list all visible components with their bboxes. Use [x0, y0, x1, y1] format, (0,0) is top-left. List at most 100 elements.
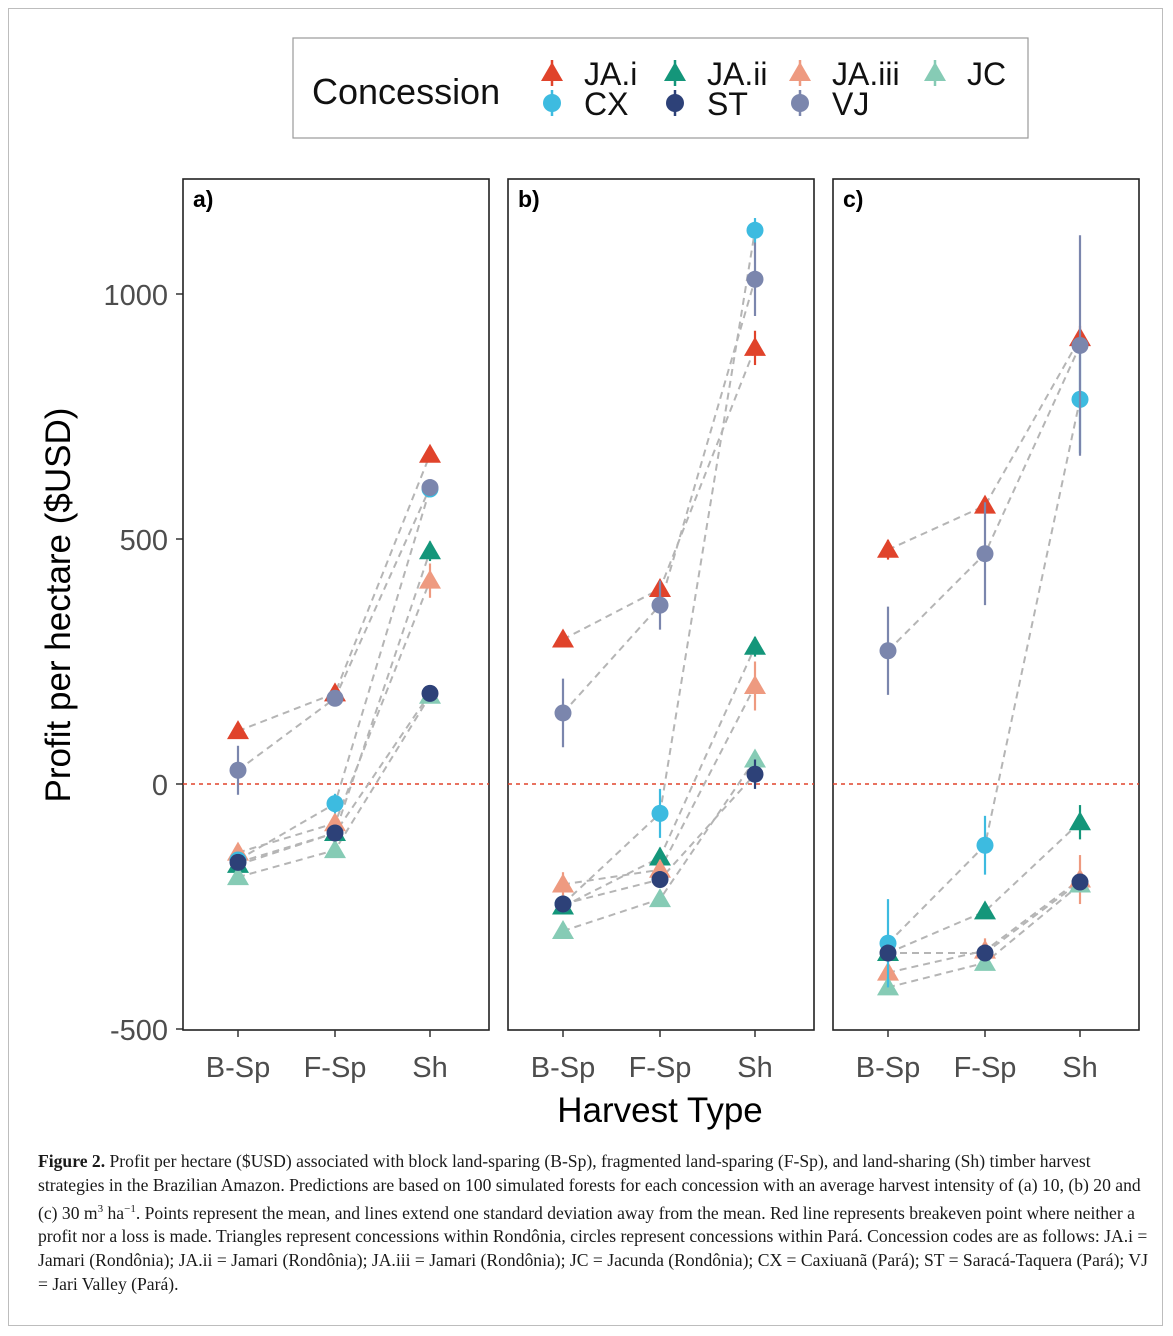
legend-item-ja-ii: JA.ii — [664, 56, 767, 92]
marker-vj-b-sp — [879, 642, 897, 660]
legend-circle-marker — [543, 94, 561, 112]
y-axis-title: Profit per hectare ($USD) — [39, 408, 78, 803]
legend-item-st: ST — [666, 86, 748, 122]
marker-st-f-sp — [976, 944, 994, 962]
marker-st-b-sp — [554, 895, 572, 913]
panel-label: c) — [843, 186, 863, 212]
marker-ja-i-b-sp — [552, 628, 574, 648]
x-tick-label: Sh — [737, 1052, 772, 1084]
marker-vj-f-sp — [651, 596, 669, 614]
legend-label: JA.iii — [832, 56, 900, 92]
marker-vj-f-sp — [326, 689, 344, 707]
x-tick-label: Sh — [412, 1052, 447, 1084]
panel-b: b) B-Sp F-Sp Sh — [507, 178, 815, 1084]
marker-vj-b-sp — [554, 704, 572, 722]
panel-border — [182, 178, 490, 1031]
marker-ja-ii-sh — [744, 635, 766, 655]
panel-label: b) — [518, 186, 540, 212]
legend-label: CX — [584, 86, 628, 122]
marker-jc-sh — [744, 748, 766, 768]
legend-item-cx: CX — [543, 86, 628, 122]
marker-cx-f-sp — [976, 836, 994, 854]
legend-triangle-marker — [789, 62, 811, 81]
marker-cx-f-sp — [651, 804, 669, 822]
y-tick-label: -500 — [110, 1015, 168, 1047]
marker-ja-ii-sh — [419, 540, 441, 560]
x-tick-label: F-Sp — [304, 1052, 367, 1084]
marker-vj-sh — [421, 479, 439, 497]
connector-line-ja-ii — [887, 821, 1081, 954]
panel-label: a) — [193, 186, 213, 212]
x-tick-label: B-Sp — [856, 1052, 920, 1084]
marker-ja-iii-b-sp — [552, 873, 574, 893]
legend-title: Concession — [312, 71, 500, 112]
marker-jc-b-sp — [227, 866, 249, 886]
legend: Concession JA.i JA.ii JA.iii JC CX ST VJ — [292, 37, 1029, 139]
marker-ja-iii-sh — [419, 569, 441, 589]
legend-circle-marker — [791, 94, 809, 112]
x-tick-label: Sh — [1062, 1052, 1097, 1084]
legend-label: JA.ii — [707, 56, 767, 92]
marker-vj-sh — [746, 270, 764, 288]
marker-ja-iii-f-sp — [324, 812, 346, 832]
marker-st-sh — [421, 684, 439, 702]
marker-ja-iii-sh — [744, 675, 766, 694]
y-tick-label: 0 — [152, 770, 168, 802]
marker-st-f-sp — [326, 824, 344, 842]
marker-jc-f-sp — [324, 839, 346, 859]
marker-cx-sh — [746, 221, 764, 239]
y-tick-label: 1000 — [103, 280, 168, 312]
chart: Concession JA.i JA.ii JA.iii JC CX ST VJ -500 0 5… — [39, 37, 1140, 1130]
marker-ja-ii-f-sp — [974, 900, 996, 920]
marker-jc-b-sp — [552, 920, 574, 939]
marker-vj-f-sp — [976, 545, 994, 563]
marker-jc-f-sp — [649, 888, 671, 908]
chart-panels: a) B-Sp F-Sp Sh b) B-Sp F-Sp Sh c) B-Sp F-Sp Sh — [182, 178, 1140, 1084]
caption-text: . Points represent the mean, and lines e… — [38, 1202, 1148, 1294]
marker-ja-iii-f-sp — [649, 858, 671, 878]
marker-ja-ii-f-sp — [649, 846, 671, 866]
x-tick-label: F-Sp — [629, 1052, 692, 1084]
legend-label: JC — [967, 56, 1006, 92]
legend-triangle-marker — [541, 62, 563, 81]
caption-superscript: 3 — [97, 1202, 104, 1215]
marker-cx-f-sp — [326, 795, 344, 813]
y-axis: -500 0 500 1000 — [103, 280, 183, 1047]
panel-a: a) B-Sp F-Sp Sh — [182, 178, 490, 1084]
x-axis-title: Harvest Type — [557, 1091, 763, 1130]
legend-item-ja-iii: JA.iii — [789, 56, 900, 92]
marker-ja-i-sh — [744, 336, 766, 356]
x-tick-label: B-Sp — [206, 1052, 270, 1084]
caption-text: Profit per hectare ($USD) associated wit… — [38, 1151, 1141, 1223]
caption-label: Figure 2. — [38, 1151, 106, 1171]
marker-vj-b-sp — [229, 761, 247, 779]
marker-ja-i-b-sp — [227, 720, 249, 740]
figure-caption: Figure 2. Profit per hectare ($USD) asso… — [38, 1150, 1148, 1297]
panel-c: c) B-Sp F-Sp Sh — [832, 178, 1140, 1084]
marker-st-b-sp — [879, 944, 897, 962]
marker-ja-i-b-sp — [877, 538, 899, 558]
x-tick-label: F-Sp — [954, 1052, 1017, 1084]
legend-item-ja-i: JA.i — [541, 56, 637, 92]
legend-item-vj: VJ — [791, 86, 869, 122]
legend-item-jc: JC — [924, 56, 1006, 92]
legend-triangle-marker — [664, 62, 686, 81]
marker-ja-i-sh — [419, 443, 441, 463]
marker-ja-ii-sh — [1069, 811, 1091, 831]
marker-st-b-sp — [229, 853, 247, 871]
marker-st-f-sp — [651, 871, 669, 889]
marker-vj-sh — [1071, 336, 1089, 354]
legend-box — [292, 37, 1029, 139]
caption-superscript: −1 — [124, 1202, 136, 1215]
legend-triangle-marker — [924, 62, 946, 81]
caption-text: ha — [103, 1202, 125, 1223]
marker-st-sh — [746, 765, 764, 783]
legend-label: VJ — [832, 86, 869, 122]
connector-line-ja-i — [887, 337, 1081, 551]
legend-circle-marker — [666, 94, 684, 112]
legend-label: JA.i — [584, 56, 637, 92]
x-tick-label: B-Sp — [531, 1052, 595, 1084]
legend-label: ST — [707, 86, 748, 122]
y-tick-label: 500 — [120, 525, 168, 557]
marker-st-sh — [1071, 873, 1089, 891]
